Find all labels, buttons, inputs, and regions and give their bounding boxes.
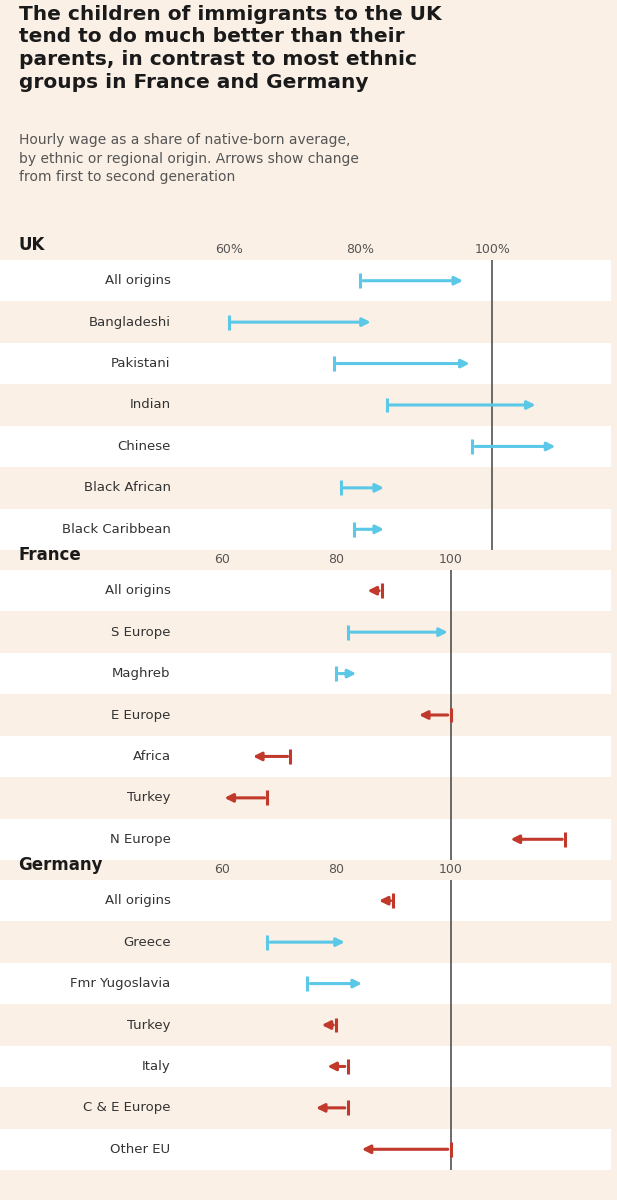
Bar (0, 467, 176, 509)
Text: E Europe: E Europe (111, 708, 170, 721)
Text: S Europe: S Europe (111, 625, 170, 638)
Bar (0, 695, 176, 736)
Bar (0, 962, 176, 1004)
Bar (176, 653, 611, 695)
Bar (176, 818, 611, 860)
Text: The children of immigrants to the UK
tend to do much better than their
parents, : The children of immigrants to the UK ten… (19, 5, 441, 92)
Text: All origins: All origins (105, 584, 170, 598)
Bar (176, 384, 611, 426)
Bar (0, 1087, 176, 1128)
Text: Greece: Greece (123, 936, 170, 949)
Bar (176, 1128, 611, 1170)
Bar (176, 962, 611, 1004)
Text: N Europe: N Europe (110, 833, 170, 846)
Text: Black African: Black African (83, 481, 170, 494)
Text: Indian: Indian (130, 398, 170, 412)
Bar (0, 653, 176, 695)
Text: Maghreb: Maghreb (112, 667, 170, 680)
Bar (0, 570, 176, 612)
Bar (0, 1045, 176, 1087)
Text: Pakistani: Pakistani (111, 358, 170, 370)
Bar (0, 736, 176, 778)
Bar (0, 1128, 176, 1170)
Bar (176, 426, 611, 467)
Text: Chinese: Chinese (117, 440, 170, 452)
Bar (176, 1045, 611, 1087)
Bar (0, 880, 176, 922)
Bar (0, 426, 176, 467)
Bar (0, 384, 176, 426)
Text: Turkey: Turkey (127, 1019, 170, 1032)
Text: France: France (19, 546, 81, 564)
Text: Italy: Italy (142, 1060, 170, 1073)
Bar (176, 695, 611, 736)
Bar (176, 922, 611, 962)
Text: All origins: All origins (105, 275, 170, 287)
Text: Bangladeshi: Bangladeshi (89, 316, 170, 329)
Bar (176, 570, 611, 612)
Text: Black Caribbean: Black Caribbean (62, 523, 170, 535)
Bar (176, 301, 611, 343)
Bar (0, 778, 176, 818)
Bar (0, 343, 176, 384)
Bar (176, 778, 611, 818)
Bar (0, 260, 176, 301)
Bar (176, 509, 611, 550)
Text: Fmr Yugoslavia: Fmr Yugoslavia (70, 977, 170, 990)
Bar (176, 612, 611, 653)
Bar (176, 736, 611, 778)
Text: Germany: Germany (19, 857, 103, 875)
Bar (0, 818, 176, 860)
Bar (0, 922, 176, 962)
Bar (176, 1087, 611, 1128)
Bar (176, 343, 611, 384)
Text: Africa: Africa (133, 750, 170, 763)
Bar (176, 467, 611, 509)
Bar (176, 260, 611, 301)
Text: C & E Europe: C & E Europe (83, 1102, 170, 1115)
Text: UK: UK (19, 236, 45, 254)
Text: Hourly wage as a share of native-born average,
by ethnic or regional origin. Arr: Hourly wage as a share of native-born av… (19, 133, 358, 184)
Text: Other EU: Other EU (110, 1142, 170, 1156)
Bar (176, 880, 611, 922)
Text: All origins: All origins (105, 894, 170, 907)
Bar (0, 509, 176, 550)
Text: Turkey: Turkey (127, 791, 170, 804)
Bar (0, 1004, 176, 1045)
Bar (0, 612, 176, 653)
Bar (0, 301, 176, 343)
Bar (176, 1004, 611, 1045)
